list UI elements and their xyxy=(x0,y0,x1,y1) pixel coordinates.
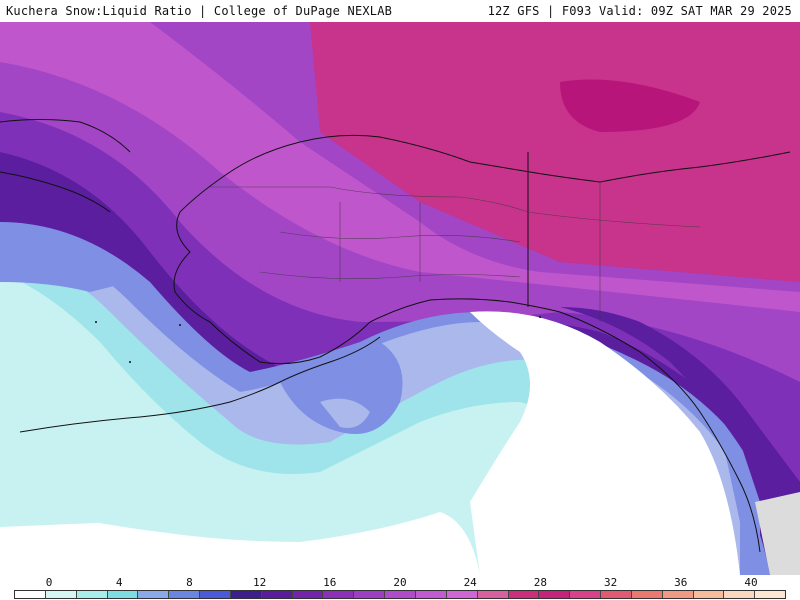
legend-tick-label: 12 xyxy=(252,576,267,589)
legend-tick-label: 4 xyxy=(115,576,123,589)
legend-ticks: 0 4 8 12 16 20 24 28 32 36 40 xyxy=(0,575,800,589)
legend-swatch xyxy=(169,591,201,598)
bering-blue xyxy=(0,222,130,292)
legend-tick-label: 36 xyxy=(674,576,688,589)
legend-swatch xyxy=(662,591,694,598)
map-header: Kuchera Snow:Liquid Ratio | College of D… xyxy=(0,0,800,22)
legend-swatch xyxy=(76,591,108,598)
legend-tick-label: 24 xyxy=(463,576,477,589)
islands xyxy=(95,316,541,363)
legend-tick-label: 8 xyxy=(186,576,193,589)
legend-tick-label: 40 xyxy=(744,576,758,589)
white-ocean-south xyxy=(0,502,480,575)
legend-swatch xyxy=(323,591,355,598)
legend-swatch xyxy=(200,591,231,598)
magenta-region xyxy=(300,22,800,282)
pale-blue-patch xyxy=(320,398,370,428)
coastlines xyxy=(19,134,791,553)
legend-tick-label: 28 xyxy=(533,576,548,589)
legend-swatch xyxy=(570,591,602,598)
legend-swatch xyxy=(230,591,262,598)
legend-swatch xyxy=(45,591,77,598)
product-title: Kuchera Snow:Liquid Ratio | College of D… xyxy=(6,4,393,18)
legend-tick-label: 16 xyxy=(323,576,337,589)
interior-borders xyxy=(210,182,701,322)
legend-swatch xyxy=(261,591,293,598)
siberia-coast xyxy=(0,119,131,213)
map-canvas xyxy=(0,22,800,575)
legend-swatch xyxy=(292,591,324,598)
legend-swatch xyxy=(446,591,478,598)
bc-coast-blue xyxy=(740,492,770,575)
legend-swatch xyxy=(477,591,509,598)
legend-swatch xyxy=(385,591,416,598)
legend-swatch xyxy=(15,591,46,598)
legend-swatch xyxy=(539,591,571,598)
white-ocean-east xyxy=(470,311,740,575)
legend-swatch xyxy=(415,591,447,598)
model-valid-time: 12Z GFS | F093 Valid: 09Z SAT MAR 29 202… xyxy=(487,4,792,18)
land-gray-south xyxy=(755,492,800,575)
legend-tick-label: 20 xyxy=(393,576,407,589)
light-cyan-region xyxy=(0,272,600,575)
legend-tick-label: 32 xyxy=(603,576,618,589)
snow-ratio-map[interactable] xyxy=(0,22,800,575)
legend-tick-label: 0 xyxy=(45,576,53,589)
legend-swatch xyxy=(631,591,663,598)
deep-magenta-core xyxy=(560,79,700,132)
legend-swatch xyxy=(354,591,386,598)
legend-swatch xyxy=(138,591,170,598)
blue-patch xyxy=(280,342,403,434)
legend-swatch xyxy=(755,591,786,598)
legend-swatch xyxy=(724,591,756,598)
color-scale-legend: 0 4 8 12 16 20 24 28 32 36 40 xyxy=(0,575,800,600)
legend-swatch xyxy=(107,591,139,598)
cyan-strip xyxy=(0,492,120,527)
legend-swatch xyxy=(601,591,632,598)
legend-swatch xyxy=(508,591,540,598)
legend-swatch xyxy=(693,591,725,598)
legend-color-bar xyxy=(14,590,786,599)
